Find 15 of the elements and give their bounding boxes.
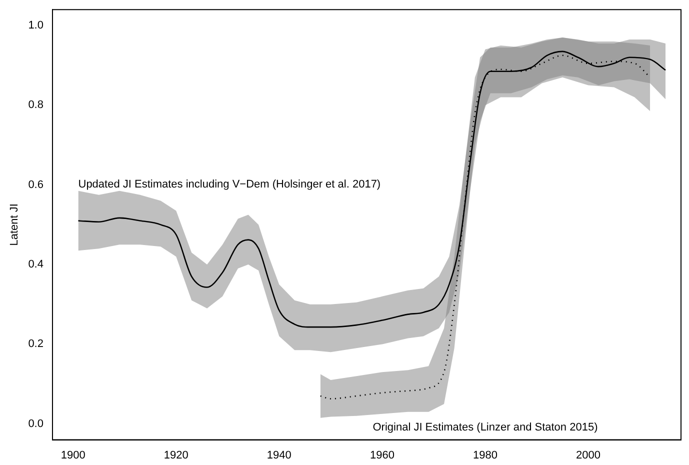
x-tick-label: 1960: [370, 449, 394, 462]
y-tick-label: 0.0: [28, 418, 44, 430]
y-tick-label: 1.0: [28, 20, 44, 32]
x-tick-label: 1900: [60, 449, 86, 462]
x-tick-label: 1980: [472, 449, 498, 462]
x-tick-label: 1940: [266, 449, 292, 462]
x-tick-label: 2000: [576, 449, 601, 462]
x-tick-label: 1920: [164, 449, 188, 462]
y-tick-label: 0.4: [28, 258, 44, 271]
text: Original JI Estimates (Linzer and Staton 2015): [372, 421, 598, 434]
text: Updated JI Estimates including V−Dem (Holsinger et al. 2017): [78, 178, 381, 190]
y-tick-label: 0.8: [28, 99, 44, 112]
y-tick-label: 0.2: [28, 338, 44, 350]
y-tick-label: 0.6: [28, 178, 44, 191]
y-axis-title: Latent JI: [8, 204, 21, 246]
